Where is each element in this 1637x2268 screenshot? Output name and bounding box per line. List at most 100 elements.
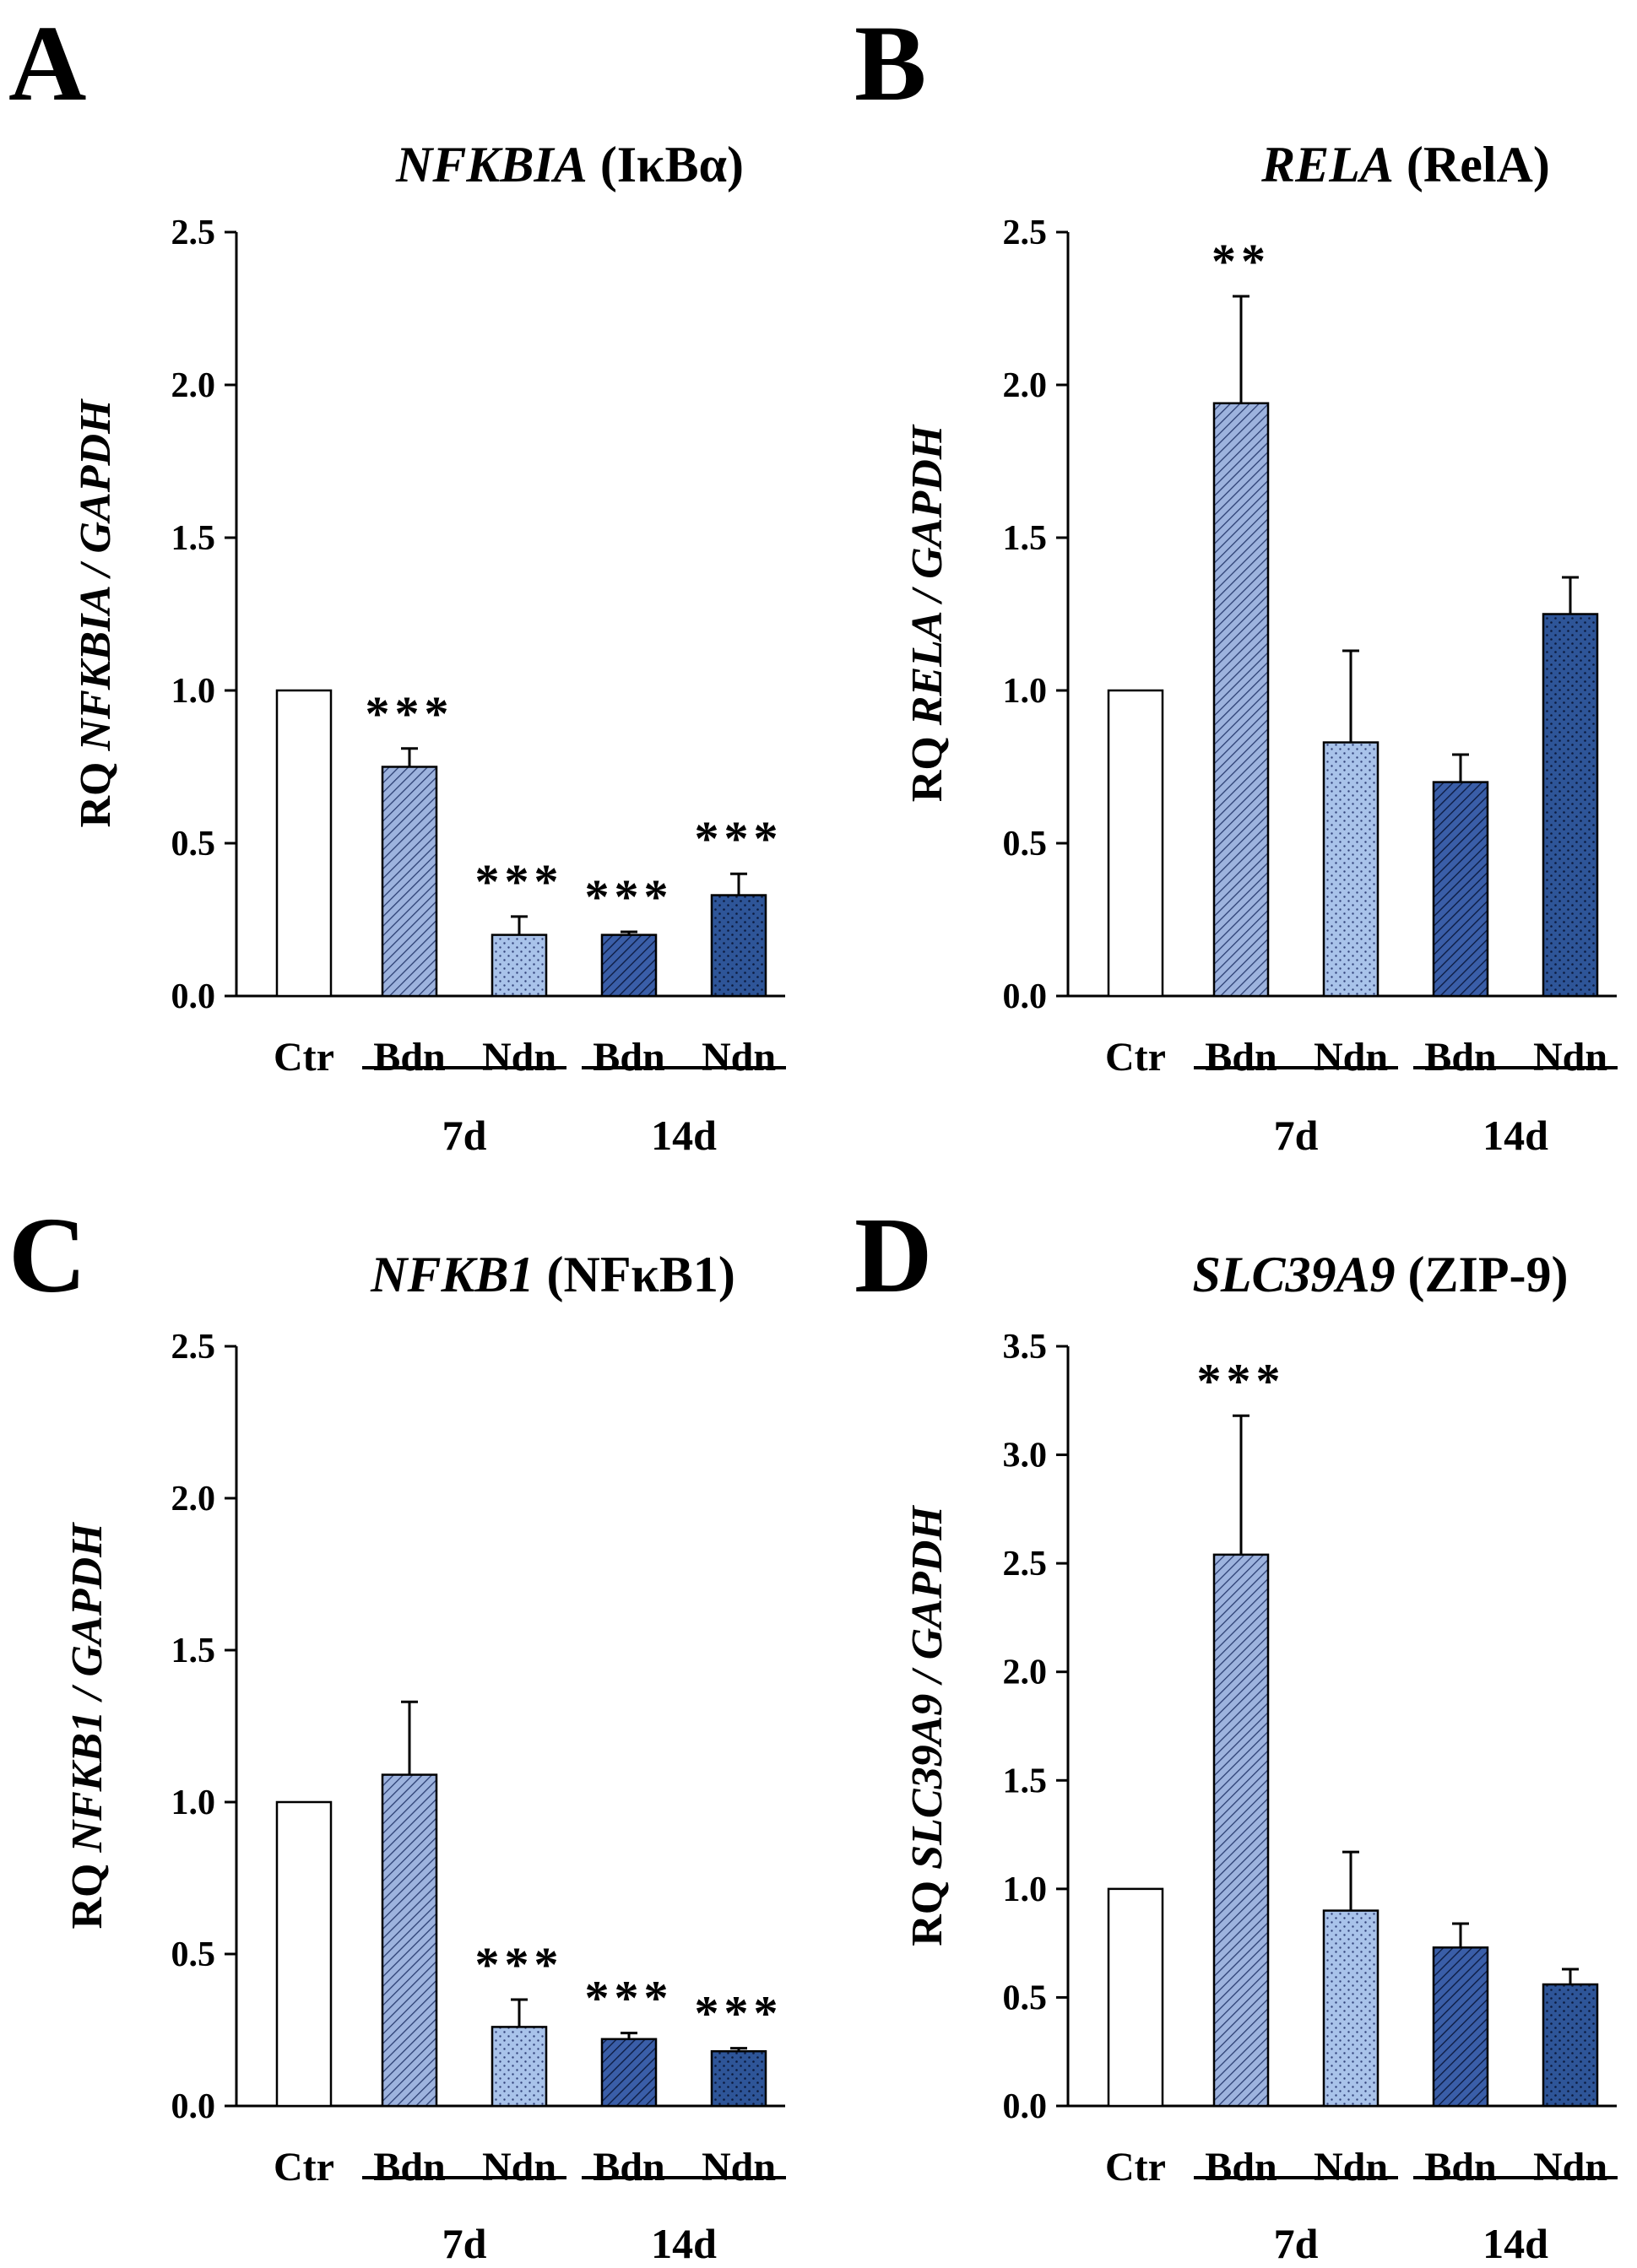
y-tick-label: 0.5 — [1003, 825, 1048, 863]
x-tick-label: Ndn — [1533, 2145, 1607, 2190]
group-label: 7d — [1274, 2220, 1319, 2267]
y-tick-label: 2.5 — [171, 1328, 216, 1367]
bar-ndn-2 — [1322, 1909, 1380, 2108]
y-tick-label: 2.0 — [171, 1480, 216, 1518]
bar-ndn-2 — [491, 934, 548, 998]
bar-ndn-4 — [1542, 613, 1599, 998]
title-protein: (ZIP-9) — [1396, 1247, 1569, 1302]
x-tick-label: Ndn — [482, 2145, 556, 2190]
x-tick-label: Ctr — [274, 2145, 334, 2190]
panel-letter-c: C — [8, 1195, 86, 1315]
y-axis-label: RQ NFKB1 / GAPDH — [63, 1522, 111, 1930]
panel-letter-b: B — [854, 3, 926, 123]
group-label: 7d — [1274, 1112, 1319, 1159]
chart-panel-c: NFKB1 (NFκB1) RQ NFKB1 / GAPDH 0.0 0.5 1.0 1.… — [63, 1247, 786, 2267]
group-label: 7d — [442, 1112, 487, 1159]
significance-label: *** — [1197, 1353, 1286, 1408]
y-label-suffix: / GAPDH — [72, 398, 120, 587]
bar-bdn-1 — [1212, 402, 1270, 998]
significance-label: *** — [475, 1937, 564, 1992]
group-label: 14d — [651, 2220, 717, 2267]
bar-bdn-3 — [600, 2038, 658, 2108]
x-tick-label: Bdn — [1205, 2145, 1277, 2190]
y-tick-label: 0.5 — [1003, 1978, 1048, 2017]
x-tick-label: Ctr — [1105, 2145, 1166, 2190]
chart-panel-b: RELA (RelA) RQ RELA / GAPDH 0.0 0.5 1.0 1.5 2.… — [903, 137, 1618, 1159]
y-tick-label: 2.5 — [171, 214, 216, 252]
y-label-prefix: RQ — [903, 1870, 951, 1946]
bar-ctr-0 — [275, 689, 333, 998]
panel-letter-d: D — [854, 1195, 932, 1315]
y-tick-label: 1.5 — [1003, 519, 1048, 558]
x-tick-label: Bdn — [1205, 1035, 1277, 1080]
chart-title: NFKB1 (NFκB1) — [370, 1247, 735, 1302]
y-label-gene: NFKBIA — [72, 587, 120, 752]
y-tick-label: 0.0 — [171, 2087, 216, 2126]
y-tick-label: 0.5 — [171, 825, 216, 863]
y-tick-label: 1.5 — [1003, 1762, 1048, 1800]
significance-label: *** — [366, 686, 454, 741]
y-label-gene: SLC39A9 — [903, 1694, 951, 1870]
bar-bdn-3 — [600, 934, 658, 998]
y-label-prefix: RQ — [903, 725, 951, 802]
x-tick-label: Ndn — [482, 1035, 556, 1080]
group-label: 14d — [1483, 1112, 1548, 1159]
y-axis-label: RQ NFKBIA / GAPDH — [72, 398, 120, 828]
chart-title: NFKBIA (IκBα) — [395, 137, 744, 192]
title-gene: NFKBIA — [395, 137, 588, 192]
x-tick-label: Bdn — [593, 1035, 664, 1080]
y-tick-label: 2.0 — [1003, 366, 1048, 405]
x-tick-label: Ctr — [1105, 1035, 1166, 1080]
bar-bdn-1 — [381, 766, 438, 998]
title-protein: (IκBα) — [588, 137, 744, 192]
y-tick-label: 0.0 — [171, 977, 216, 1016]
title-gene: SLC39A9 — [1192, 1247, 1395, 1302]
chart-title: SLC39A9 (ZIP-9) — [1192, 1247, 1568, 1302]
x-tick-label: Ndn — [1314, 1035, 1388, 1080]
y-label-suffix: / GAPDH — [63, 1522, 111, 1711]
x-tick-label: Bdn — [593, 2145, 664, 2190]
y-axis-label: RQ SLC39A9 / GAPDH — [903, 1505, 951, 1946]
y-tick-label: 2.0 — [1003, 1654, 1048, 1692]
y-tick-label: 1.5 — [171, 519, 216, 558]
bar-bdn-1 — [1212, 1553, 1270, 2108]
chart-panel-d: SLC39A9 (ZIP-9) RQ SLC39A9 / GAPDH 0.0 0.5 1… — [903, 1247, 1618, 2267]
x-tick-label: Bdn — [1424, 2145, 1496, 2190]
y-tick-label: 2.5 — [1003, 1545, 1048, 1583]
x-tick-label: Ndn — [702, 2145, 776, 2190]
bar-ctr-0 — [1107, 689, 1164, 998]
y-tick-label: 0.0 — [1003, 2087, 1048, 2126]
bar-ndn-2 — [491, 2026, 548, 2108]
bar-bdn-1 — [381, 1773, 438, 2108]
x-tick-label: Bdn — [373, 1035, 445, 1080]
y-label-gene: NFKB1 — [63, 1711, 111, 1854]
x-tick-label: Bdn — [373, 2145, 445, 2190]
y-tick-label: 2.0 — [171, 366, 216, 405]
x-tick-label: Ndn — [1314, 2145, 1388, 2190]
y-label-gene: RELA — [903, 612, 951, 726]
chart-title: RELA (RelA) — [1260, 137, 1550, 192]
bar-ndn-4 — [710, 894, 767, 998]
y-tick-label: 3.0 — [1003, 1437, 1048, 1475]
bar-ctr-0 — [275, 1800, 333, 2108]
bar-ndn-2 — [1322, 741, 1380, 998]
y-tick-label: 1.5 — [171, 1632, 216, 1670]
y-tick-label: 2.5 — [1003, 214, 1048, 252]
title-gene: RELA — [1260, 137, 1394, 192]
title-gene: NFKB1 — [370, 1247, 534, 1302]
x-tick-label: Ndn — [1533, 1035, 1607, 1080]
bar-bdn-3 — [1432, 781, 1489, 998]
chart-panel-a: NFKBIA (IκBα) RQ NFKBIA / GAPDH 0.0 0.5 1.0 1… — [72, 137, 786, 1159]
x-tick-label: Ndn — [702, 1035, 776, 1080]
significance-label: ** — [1211, 234, 1271, 289]
bar-ndn-4 — [710, 2049, 767, 2108]
bar-ndn-4 — [1542, 1983, 1599, 2108]
y-tick-label: 3.5 — [1003, 1328, 1048, 1367]
significance-label: *** — [585, 869, 674, 924]
bar-ctr-0 — [1107, 1887, 1164, 2108]
y-tick-label: 1.0 — [1003, 1870, 1048, 1909]
group-label: 14d — [651, 1112, 717, 1159]
title-protein: (NFκB1) — [534, 1247, 735, 1302]
significance-label: *** — [695, 1986, 783, 2041]
